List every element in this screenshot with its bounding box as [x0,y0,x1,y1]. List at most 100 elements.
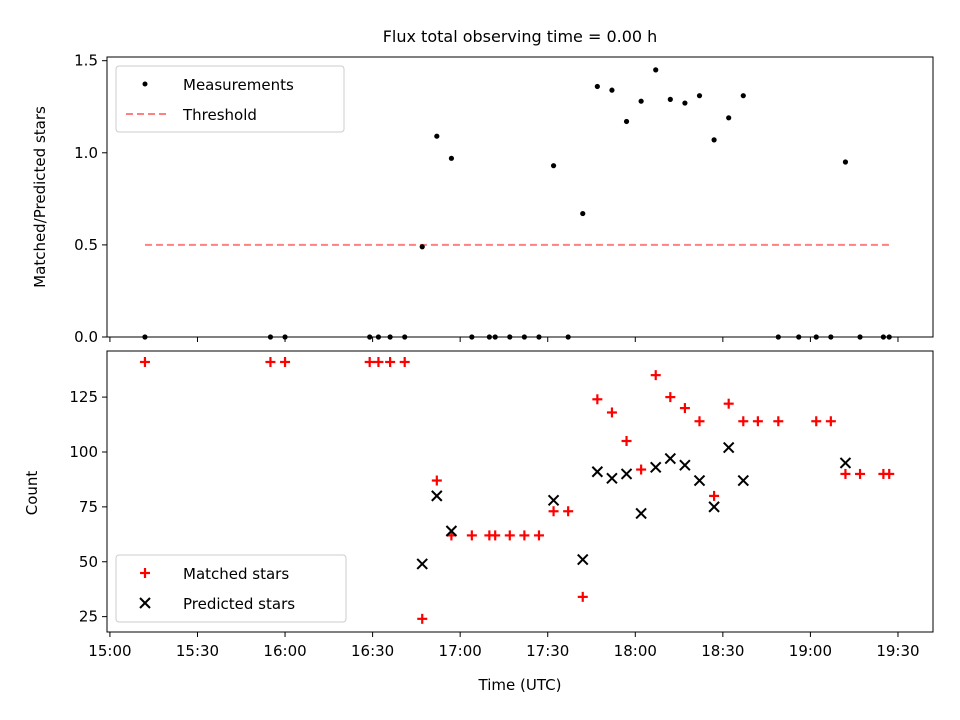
measurement-point [653,67,659,73]
top-panel: 0.0 0.5 1.0 1.5 Matched/Predicted stars Mea… [31,52,934,346]
matched-star-point [373,356,384,367]
measurement-point [580,210,586,217]
measurement-point [609,87,615,93]
bottom-legend-box [115,554,347,623]
bottom-panel: 25 50 75 100 125 15:00 15:30 16:00 16:30 17:00 17… [23,350,934,694]
bottom-y-tick-label: 25 [79,608,98,626]
predicted-star-point [839,457,852,469]
bottom-y-tick-label: 50 [79,553,98,571]
predicted-x-b [664,452,677,465]
x-tick-label: 16:00 [263,642,306,660]
matched-star-point [490,530,501,541]
predicted-star-point [693,474,706,487]
matched-star-point [621,436,632,447]
predicted-star-point [606,472,618,485]
bottom-axes-frame [106,350,934,633]
x-tick-label: 17:30 [526,642,569,660]
bottom-legend: Matched stars Predicted stars [115,554,347,623]
top-x-ticks [109,337,899,342]
predicted-star-point [679,459,691,471]
top-y-tick-label: 0.0 [74,328,98,346]
bottom-y-ticks: 25 50 75 100 125 [69,388,107,626]
bottom-y-tick-label: 100 [69,443,98,461]
x-axis-label: Time (UTC) [478,676,562,694]
x-tick-label: 18:30 [701,642,744,660]
predicted-star-point [547,494,560,506]
measurement-points [142,67,892,340]
x-tick-label: 15:30 [176,642,219,660]
matched-star-point [694,416,705,427]
measurement-point [696,93,703,99]
measurement-point [448,155,455,161]
matched-star-point [466,530,477,541]
matched-star-point [592,394,603,405]
predicted-star-point [620,468,633,480]
matched-star-point [504,530,515,541]
x-tick-label: 17:00 [439,642,482,660]
matched-star-point [884,468,895,479]
bottom-y-tick-label: 125 [69,388,98,406]
matched-star-point [738,416,749,427]
measurement-point [550,163,557,169]
measurement-point [740,93,746,99]
bottom-x-ticks: 15:00 15:30 16:00 16:30 17:00 17:30 18:00 18:30… [88,632,920,660]
predicted-star-point [577,553,589,566]
matched-star-point [709,490,720,501]
bottom-y-axis-label: Count [23,471,41,516]
legend-matched-marker [140,568,150,578]
matched-star-point [385,356,396,367]
predicted-x-b [577,553,589,566]
measurement-point [682,100,688,106]
predicted-x-b [679,459,691,471]
matched-star-point [139,356,150,367]
top-y-tick-label: 1.5 [74,52,98,70]
predicted-star-point [416,558,428,570]
matched-star-point [723,398,734,409]
predicted-x-b [693,474,706,487]
x-tick-label: 19:00 [789,642,832,660]
matched-star-point [636,464,647,475]
matched-star-point [679,403,690,414]
top-axes-frame [106,56,934,338]
matched-star-point [563,506,574,517]
predicted-star-point [635,507,647,520]
predicted-x-b [591,466,604,478]
predicted-star-point [445,525,458,537]
predicted-x-b [547,494,560,506]
predicted-x-b [635,507,647,520]
matched-stars-points [139,356,895,624]
x-tick-label: 15:00 [88,642,131,660]
predicted-star-point [650,461,662,474]
matched-star-point [265,356,276,367]
measurement-point [726,115,732,121]
predicted-star-point [591,466,604,478]
top-legend-box [115,65,345,133]
predicted-x-b [650,461,662,474]
predicted-x-b [722,441,735,454]
bottom-y-tick-label: 75 [79,498,98,516]
measurement-point [842,159,849,165]
matched-star-point [417,613,428,624]
legend-predicted-label: Predicted stars [183,595,295,613]
top-y-axis-label: Matched/Predicted stars [31,106,49,288]
matched-star-point [825,416,836,427]
measurement-point [623,118,630,125]
matched-star-point [752,416,763,427]
legend-measurements-marker [142,81,148,87]
matched-star-point [650,370,661,381]
matched-star-point [606,407,617,418]
measurement-point [638,98,644,104]
matched-star-point [840,468,851,479]
predicted-star-point [737,474,749,487]
x-tick-label: 19:30 [876,642,919,660]
predicted-star-point [722,441,735,454]
top-y-tick-label: 0.5 [74,236,98,254]
predicted-x-b [708,501,720,513]
predicted-stars-points [416,441,852,570]
legend-predicted-marker [139,597,151,609]
matched-star-point [548,506,559,517]
matched-star-point [811,416,822,427]
chart-title: Flux total observing time = 0.00 h [383,27,658,46]
matched-star-point [855,468,866,479]
